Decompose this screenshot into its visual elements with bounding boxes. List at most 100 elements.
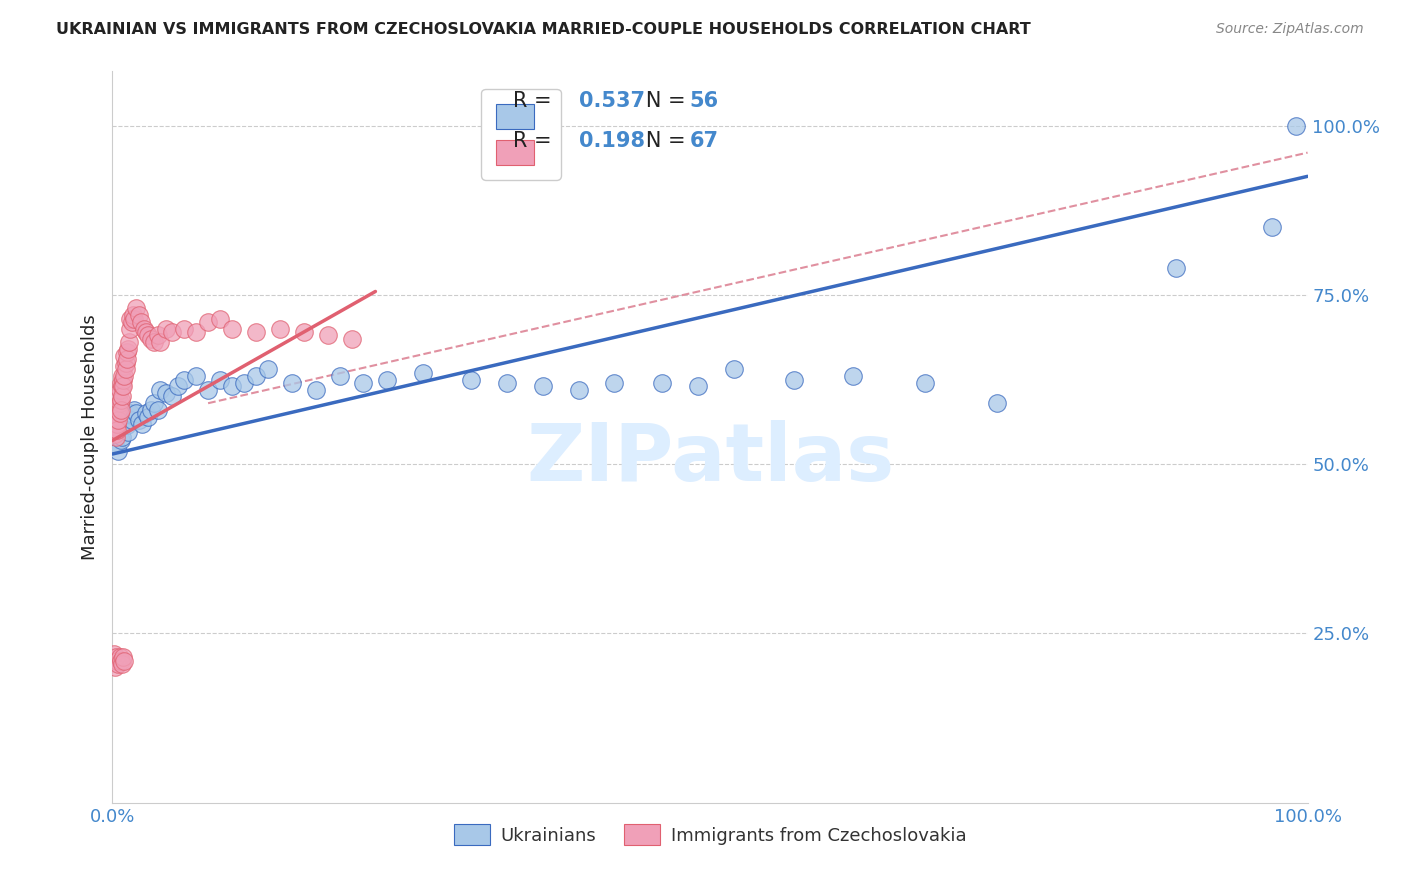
Point [688,379,710,393]
Point [108,396,131,410]
Point [105,430,128,444]
Point [115,352,138,367]
Point [120,322,142,336]
Point [115,345,138,359]
Point [245,325,267,339]
Point [233,376,256,390]
Point [782,372,804,386]
Point [146,328,169,343]
Point [281,376,304,390]
Text: R =: R = [513,91,558,111]
Point [120,406,142,420]
Text: 0.198: 0.198 [579,131,644,151]
Point [269,322,291,336]
Point [108,383,131,397]
Point [128,413,150,427]
Y-axis label: Married-couple Households: Married-couple Households [80,314,98,560]
Point [107,389,129,403]
Point [114,654,135,668]
Point [139,403,162,417]
Point [121,315,143,329]
Point [146,403,169,417]
Point [105,650,128,665]
Point [104,417,127,431]
Point [122,403,145,417]
Point [105,423,128,437]
Point [114,349,135,363]
Point [111,430,134,444]
Point [173,372,195,386]
Point [245,369,267,384]
Point [110,434,132,448]
Point [125,301,148,316]
Point [723,362,745,376]
Point [352,376,374,390]
Point [197,383,219,397]
Point [651,376,673,390]
Point [112,379,135,393]
Point [107,413,129,427]
Point [120,311,142,326]
Point [105,420,128,434]
Point [110,654,132,668]
Point [155,386,177,401]
Point [221,322,243,336]
Point [173,322,195,336]
Point [121,413,143,427]
Point [104,426,127,441]
Point [105,426,128,441]
Point [118,335,141,350]
Point [986,396,1008,410]
Point [114,413,135,427]
Point [108,406,131,420]
Point [162,389,183,403]
Point [114,362,136,376]
Point [108,420,131,434]
Point [111,657,134,671]
Point [138,409,160,424]
Point [122,311,145,326]
Point [105,654,128,668]
Point [209,311,232,326]
Point [111,379,134,393]
Point [329,369,352,384]
Text: 56: 56 [690,91,718,111]
Point [104,660,127,674]
Point [138,328,160,343]
Legend: Ukrainians, Immigrants from Czechoslovakia: Ukrainians, Immigrants from Czechoslovak… [447,817,973,852]
Text: Source: ZipAtlas.com: Source: ZipAtlas.com [1216,22,1364,37]
Point [128,308,150,322]
Point [139,332,162,346]
Point [162,325,183,339]
Point [292,325,315,339]
Text: N =: N = [627,131,693,151]
Point [1261,220,1284,235]
Point [131,417,153,431]
Point [114,359,135,373]
Point [111,369,134,384]
Point [103,647,125,661]
Point [129,315,152,329]
Point [412,366,434,380]
Point [110,403,132,417]
Point [914,376,936,390]
Point [132,322,155,336]
Text: 67: 67 [690,131,718,151]
Point [209,372,232,386]
Point [842,369,865,384]
Point [105,417,128,431]
Text: R =: R = [513,131,558,151]
Point [115,417,138,432]
Point [143,335,166,350]
Point [104,437,127,451]
Point [114,409,136,424]
Point [1166,260,1188,275]
Point [103,423,125,437]
Point [107,403,129,417]
Point [197,315,219,329]
Point [107,443,129,458]
Point [117,425,139,439]
Point [112,417,135,431]
Point [121,308,143,322]
Point [149,383,172,397]
